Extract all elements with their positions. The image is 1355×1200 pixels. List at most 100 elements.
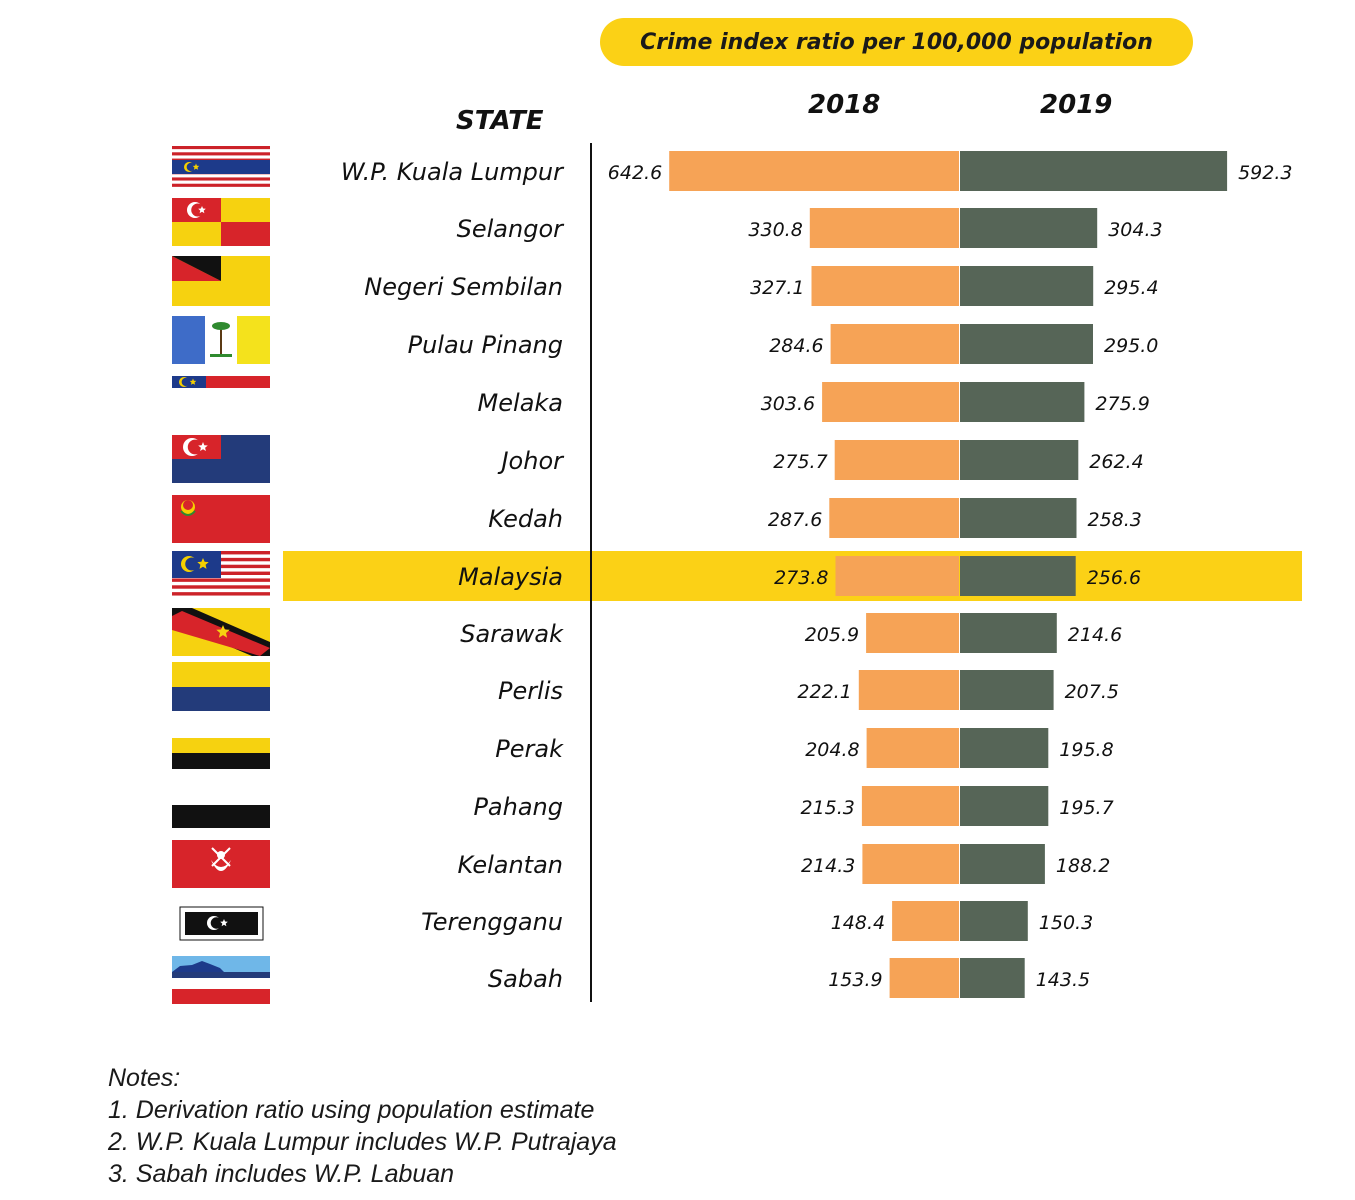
sarawak-flag-icon	[172, 608, 270, 656]
value-label-2019: 143.5	[1036, 969, 1090, 991]
kuala-lumpur-flag-icon	[172, 146, 270, 191]
bar-2019	[960, 670, 1054, 710]
state-label: Sabah	[488, 965, 563, 993]
bar-2019	[960, 498, 1077, 538]
value-label-2019: 304.3	[1108, 219, 1162, 241]
bar-2019	[960, 324, 1093, 364]
notes-heading: Notes:	[108, 1064, 181, 1092]
state-label: Kelantan	[457, 851, 563, 879]
bar-2018	[858, 670, 959, 710]
notes-block: Notes: 1. Derivation ratio using populat…	[108, 1062, 1008, 1190]
value-label-2018: 204.8	[805, 739, 859, 761]
value-label-2018: 273.8	[774, 567, 828, 589]
bar-2019	[960, 208, 1098, 248]
bar-2018	[866, 728, 959, 768]
bar-2018	[889, 958, 959, 998]
kedah-flag-icon	[172, 495, 270, 543]
value-label-2019: 295.0	[1104, 335, 1158, 357]
value-label-2019: 258.3	[1088, 509, 1142, 531]
value-label-2019: 592.3	[1238, 162, 1292, 184]
state-column-header: STATE	[456, 106, 544, 136]
bar-2018	[829, 498, 959, 538]
perak-flag-icon	[172, 738, 270, 769]
bar-2018	[809, 208, 959, 248]
highlight-band	[283, 551, 1302, 601]
value-label-2018: 148.4	[831, 912, 885, 934]
state-label: Negeri Sembilan	[364, 273, 563, 301]
perlis-flag-icon	[172, 662, 270, 711]
state-label: Malaysia	[458, 563, 563, 591]
state-label: Melaka	[478, 389, 563, 417]
bar-2019	[960, 151, 1228, 191]
value-label-2019: 207.5	[1065, 681, 1119, 703]
bar-2018	[669, 151, 959, 191]
note-item: 1. Derivation ratio using population est…	[108, 1096, 595, 1124]
state-label: Terengganu	[421, 908, 563, 936]
state-label: Pahang	[473, 793, 563, 821]
bar-2019	[960, 613, 1057, 653]
kelantan-flag-icon	[172, 840, 270, 888]
value-label-2018: 215.3	[800, 797, 854, 819]
note-item: 3. Sabah includes W.P. Labuan	[108, 1160, 455, 1188]
value-label-2018: 287.6	[768, 509, 822, 531]
value-label-2018: 222.1	[797, 681, 851, 703]
value-label-2019: 262.4	[1089, 451, 1143, 473]
negeri-sembilan-flag-icon	[172, 256, 270, 306]
value-label-2018: 275.7	[773, 451, 827, 473]
value-label-2018: 153.9	[828, 969, 882, 991]
value-label-2018: 205.9	[805, 624, 859, 646]
value-label-2019: 195.8	[1059, 739, 1113, 761]
value-label-2018: 642.6	[608, 162, 662, 184]
bar-2019	[960, 440, 1079, 480]
state-label: Perlis	[498, 677, 563, 705]
bar-2019	[960, 844, 1045, 884]
bar-2019	[960, 266, 1094, 306]
state-label: Sarawak	[460, 620, 564, 648]
chart-title: Crime index ratio per 100,000 population	[600, 18, 1193, 66]
bar-2019	[960, 728, 1049, 768]
value-label-2018: 330.8	[748, 219, 802, 241]
selangor-flag-icon	[172, 198, 270, 246]
value-label-2018: 303.6	[761, 393, 815, 415]
state-label: Selangor	[457, 215, 566, 243]
year-2018-header: 2018	[808, 90, 881, 120]
state-label: Perak	[495, 735, 564, 763]
state-label: W.P. Kuala Lumpur	[341, 158, 565, 186]
crime-index-chart: W.P. Kuala Lumpur 642.6 592.3 Selangor 330.8…	[172, 143, 1302, 1004]
pahang-flag-icon	[172, 805, 270, 828]
value-label-2019: 256.6	[1087, 567, 1141, 589]
value-label-2019: 150.3	[1039, 912, 1093, 934]
bar-2018	[861, 786, 959, 826]
johor-flag-icon	[172, 435, 270, 483]
value-label-2019: 188.2	[1056, 855, 1110, 877]
value-label-2019: 214.6	[1068, 624, 1122, 646]
value-label-2019: 275.9	[1095, 393, 1149, 415]
year-2019-header: 2019	[1040, 90, 1113, 120]
state-label: Pulau Pinang	[408, 331, 563, 359]
note-item: 2. W.P. Kuala Lumpur includes W.P. Putra…	[108, 1128, 617, 1156]
pulau-pinang-flag-icon	[172, 316, 270, 364]
bar-2018	[862, 844, 959, 884]
bar-2018	[811, 266, 959, 306]
value-label-2018: 327.1	[750, 277, 804, 299]
state-label: Kedah	[488, 505, 563, 533]
bar-2018	[892, 901, 959, 941]
malaysia-flag-icon	[172, 551, 270, 600]
state-label: Johor	[497, 447, 565, 475]
bar-2019	[960, 958, 1025, 998]
value-label-2019: 195.7	[1059, 797, 1113, 819]
bar-2019	[960, 556, 1076, 596]
bar-2018	[830, 324, 959, 364]
melaka-flag-icon	[172, 376, 270, 400]
value-label-2019: 295.4	[1104, 277, 1158, 299]
sabah-flag-icon	[172, 956, 270, 1004]
bar-2018	[866, 613, 959, 653]
bar-2019	[960, 786, 1049, 826]
value-label-2018: 284.6	[769, 335, 823, 357]
bar-2018	[835, 556, 959, 596]
bar-2018	[834, 440, 959, 480]
bar-2019	[960, 901, 1028, 941]
terengganu-flag-icon	[179, 906, 264, 941]
bar-2019	[960, 382, 1085, 422]
bar-2018	[822, 382, 959, 422]
